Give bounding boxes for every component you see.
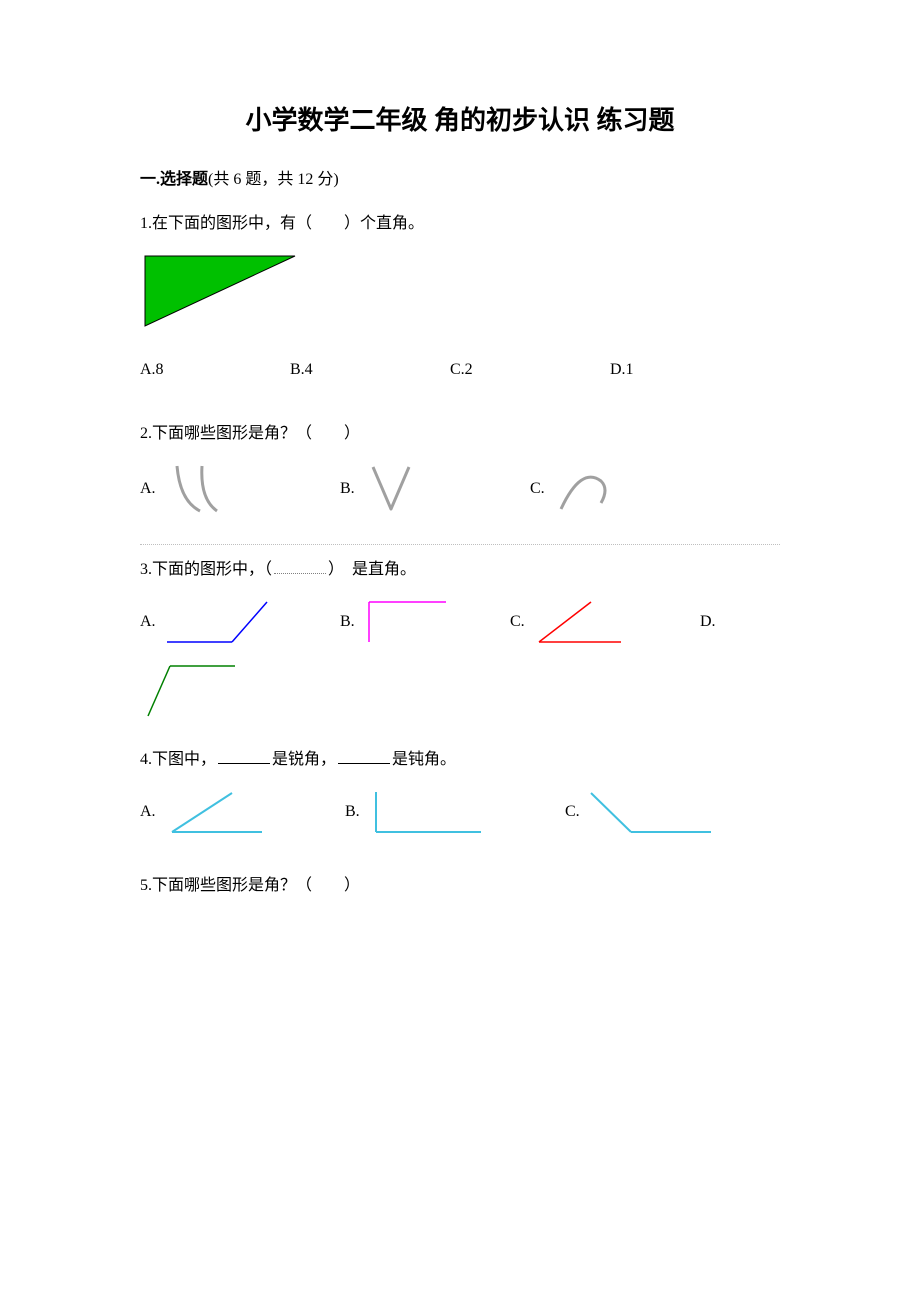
q3-c-label: C.: [510, 613, 525, 631]
q3-angle-d-icon: [140, 661, 240, 721]
q4-prefix: 4.下图中，: [140, 751, 216, 768]
q3-d-label: D.: [700, 613, 716, 631]
q3-angle-c-icon: [531, 597, 631, 647]
q3-suffix: ） 是直角。: [328, 561, 416, 578]
q4-option-a[interactable]: A.: [140, 787, 345, 837]
q4-angle-c-icon: [586, 787, 716, 837]
q1-option-d[interactable]: D.1: [610, 361, 634, 379]
q1-option-b[interactable]: B.4: [290, 361, 450, 379]
q2-options: A. B. C.: [140, 461, 780, 516]
q2-option-b[interactable]: B.: [340, 461, 530, 516]
q1-option-c[interactable]: C.2: [450, 361, 610, 379]
q4-blank-2[interactable]: [338, 749, 390, 764]
q2-shape-c-icon: [551, 461, 621, 516]
q1-option-a[interactable]: A.8: [140, 361, 290, 379]
q3-option-d[interactable]: D.: [700, 613, 722, 631]
q4-suffix: 是钝角。: [392, 751, 456, 768]
q3-option-d-figure: [140, 661, 780, 721]
section-prefix: 一.选择题: [140, 171, 208, 188]
page-title: 小学数学二年级 角的初步认识 练习题: [140, 100, 780, 137]
q2-b-label: B.: [340, 480, 355, 498]
q3-text: 3.下面的图形中，（ ） 是直角。: [140, 555, 780, 579]
q3-angle-b-icon: [361, 597, 451, 647]
q2-option-c[interactable]: C.: [530, 461, 621, 516]
q3-options-row1: A. B. C. D.: [140, 597, 780, 647]
q4-c-label: C.: [565, 803, 580, 821]
q3-a-label: A.: [140, 613, 156, 631]
q4-b-label: B.: [345, 803, 360, 821]
divider: [140, 544, 780, 545]
q3-option-a[interactable]: A.: [140, 597, 340, 647]
q1-figure: [140, 251, 780, 331]
q2-c-label: C.: [530, 480, 545, 498]
q4-blank-1[interactable]: [218, 749, 270, 764]
q5-text: 5.下面哪些图形是角？（ ）: [140, 871, 780, 895]
q2-a-label: A.: [140, 480, 156, 498]
q2-shape-a-icon: [162, 461, 232, 516]
q4-angle-a-icon: [162, 787, 272, 837]
q4-option-b[interactable]: B.: [345, 787, 565, 837]
q3-prefix: 3.下面的图形中，（: [140, 561, 272, 578]
q1-options: A.8 B.4 C.2 D.1: [140, 361, 780, 379]
q3-option-b[interactable]: B.: [340, 597, 510, 647]
q3-angle-a-icon: [162, 597, 272, 647]
q3-b-label: B.: [340, 613, 355, 631]
worksheet-page: 小学数学二年级 角的初步认识 练习题 一.选择题(共 6 题，共 12 分) 1…: [0, 0, 920, 1302]
q1-b-label: B.4: [290, 361, 313, 379]
q2-text: 2.下面哪些图形是角？（ ）: [140, 419, 780, 443]
q1-a-label: A.8: [140, 361, 164, 379]
q2-shape-b-icon: [361, 461, 421, 516]
q1-c-label: C.2: [450, 361, 473, 379]
section-suffix: (共 6 题，共 12 分): [208, 171, 339, 188]
q1-text: 1.在下面的图形中，有（ ）个直角。: [140, 209, 780, 233]
q4-mid: 是锐角，: [272, 751, 336, 768]
q3-blank[interactable]: [274, 559, 326, 574]
q4-angle-b-icon: [366, 787, 486, 837]
triangle-icon: [140, 251, 300, 331]
q4-text: 4.下图中， 是锐角， 是钝角。: [140, 745, 780, 769]
section-header: 一.选择题(共 6 题，共 12 分): [140, 165, 780, 189]
q4-options: A. B. C.: [140, 787, 780, 837]
q3-option-c[interactable]: C.: [510, 597, 700, 647]
q4-option-c[interactable]: C.: [565, 787, 716, 837]
q2-option-a[interactable]: A.: [140, 461, 340, 516]
q4-a-label: A.: [140, 803, 156, 821]
q1-d-label: D.1: [610, 361, 634, 379]
